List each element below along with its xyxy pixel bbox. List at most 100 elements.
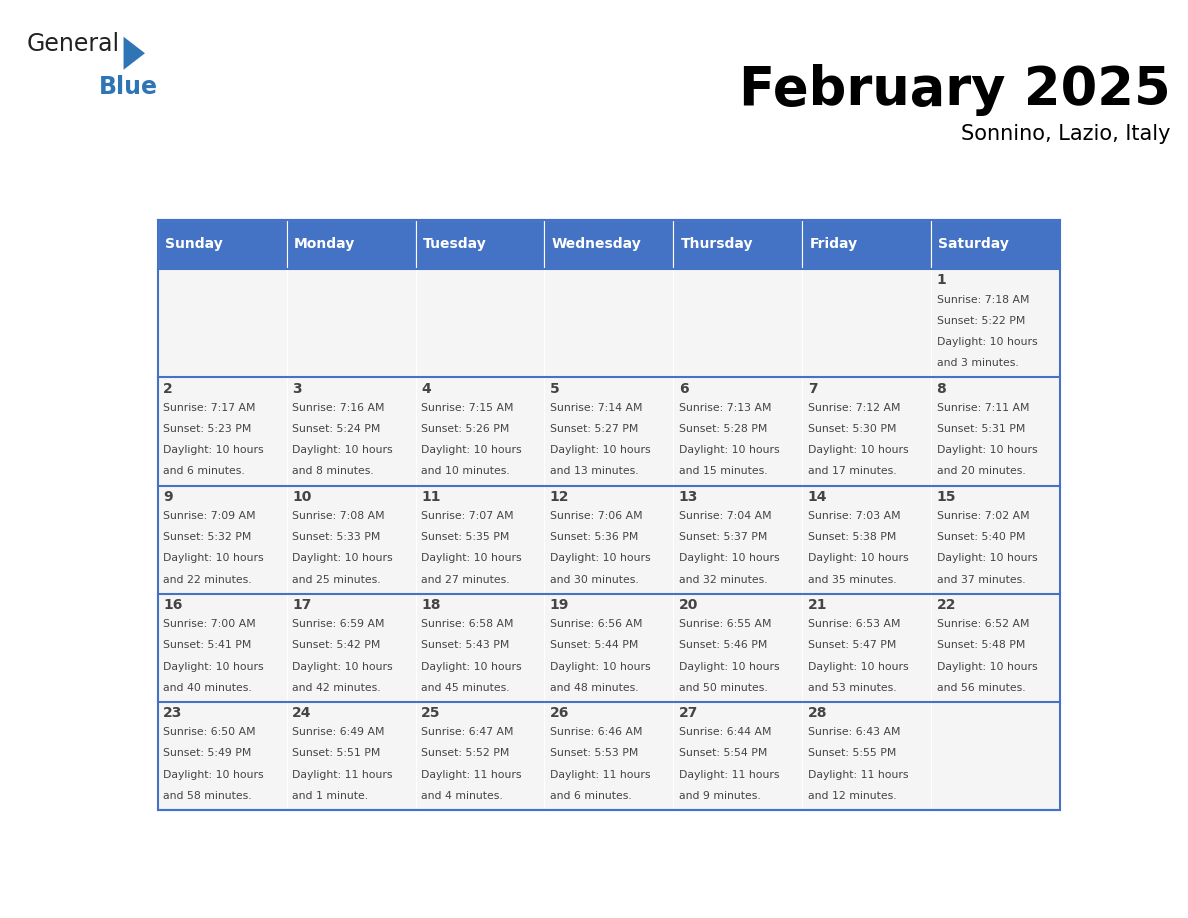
Text: Sunset: 5:36 PM: Sunset: 5:36 PM xyxy=(550,532,638,543)
Text: Daylight: 10 hours: Daylight: 10 hours xyxy=(421,554,522,564)
Text: 14: 14 xyxy=(808,489,827,504)
Bar xyxy=(286,219,416,269)
Text: 27: 27 xyxy=(678,706,699,720)
Text: 11: 11 xyxy=(421,489,441,504)
Bar xyxy=(802,377,931,486)
Text: 22: 22 xyxy=(936,598,956,612)
Bar xyxy=(802,594,931,701)
Text: Sunrise: 6:44 AM: Sunrise: 6:44 AM xyxy=(678,727,771,737)
Text: Daylight: 10 hours: Daylight: 10 hours xyxy=(936,445,1037,455)
Text: Sunset: 5:42 PM: Sunset: 5:42 PM xyxy=(292,640,380,650)
Text: Daylight: 10 hours: Daylight: 10 hours xyxy=(936,662,1037,671)
Text: Sunrise: 6:56 AM: Sunrise: 6:56 AM xyxy=(550,619,643,629)
Text: and 15 minutes.: and 15 minutes. xyxy=(678,466,767,476)
Text: 24: 24 xyxy=(292,706,311,720)
Bar xyxy=(544,377,674,486)
Text: Daylight: 10 hours: Daylight: 10 hours xyxy=(550,554,651,564)
Text: 6: 6 xyxy=(678,382,689,396)
Text: Sunset: 5:23 PM: Sunset: 5:23 PM xyxy=(163,424,252,434)
Text: Monday: Monday xyxy=(293,238,355,252)
Text: 26: 26 xyxy=(550,706,569,720)
Text: and 35 minutes.: and 35 minutes. xyxy=(808,575,897,585)
Text: Sunset: 5:24 PM: Sunset: 5:24 PM xyxy=(292,424,380,434)
Text: 5: 5 xyxy=(550,382,560,396)
Text: Sunrise: 6:47 AM: Sunrise: 6:47 AM xyxy=(421,727,513,737)
Text: and 30 minutes.: and 30 minutes. xyxy=(550,575,639,585)
Text: Sunset: 5:38 PM: Sunset: 5:38 PM xyxy=(808,532,896,543)
Text: and 37 minutes.: and 37 minutes. xyxy=(936,575,1025,585)
Text: Sunrise: 7:07 AM: Sunrise: 7:07 AM xyxy=(421,511,513,521)
Text: Sunrise: 6:46 AM: Sunrise: 6:46 AM xyxy=(550,727,643,737)
Bar xyxy=(674,594,802,701)
Text: and 12 minutes.: and 12 minutes. xyxy=(808,791,897,800)
Bar xyxy=(158,486,286,594)
Text: 4: 4 xyxy=(421,382,431,396)
Text: Sunrise: 6:53 AM: Sunrise: 6:53 AM xyxy=(808,619,901,629)
Text: 9: 9 xyxy=(163,489,173,504)
Text: Sunrise: 7:09 AM: Sunrise: 7:09 AM xyxy=(163,511,255,521)
Text: Daylight: 10 hours: Daylight: 10 hours xyxy=(163,662,264,671)
Text: and 56 minutes.: and 56 minutes. xyxy=(936,683,1025,693)
Text: Sunrise: 6:49 AM: Sunrise: 6:49 AM xyxy=(292,727,385,737)
Text: 25: 25 xyxy=(421,706,441,720)
Text: 23: 23 xyxy=(163,706,183,720)
Bar xyxy=(158,701,286,810)
Text: 17: 17 xyxy=(292,598,311,612)
Text: Sunrise: 7:13 AM: Sunrise: 7:13 AM xyxy=(678,403,771,413)
Bar xyxy=(931,486,1060,594)
Text: Daylight: 11 hours: Daylight: 11 hours xyxy=(421,769,522,779)
Text: 12: 12 xyxy=(550,489,569,504)
Text: Sunset: 5:26 PM: Sunset: 5:26 PM xyxy=(421,424,510,434)
Text: Sunset: 5:43 PM: Sunset: 5:43 PM xyxy=(421,640,510,650)
Text: February 2025: February 2025 xyxy=(739,64,1170,117)
Text: Sunset: 5:33 PM: Sunset: 5:33 PM xyxy=(292,532,380,543)
Bar xyxy=(416,486,544,594)
Text: Daylight: 11 hours: Daylight: 11 hours xyxy=(292,769,392,779)
Text: Sunset: 5:37 PM: Sunset: 5:37 PM xyxy=(678,532,767,543)
Text: Friday: Friday xyxy=(809,238,858,252)
Bar xyxy=(286,701,416,810)
Text: 16: 16 xyxy=(163,598,183,612)
Bar xyxy=(416,219,544,269)
Text: Daylight: 11 hours: Daylight: 11 hours xyxy=(808,769,908,779)
Text: Daylight: 10 hours: Daylight: 10 hours xyxy=(163,445,264,455)
Text: 10: 10 xyxy=(292,489,311,504)
Text: 18: 18 xyxy=(421,598,441,612)
Text: Sunset: 5:44 PM: Sunset: 5:44 PM xyxy=(550,640,638,650)
Text: Daylight: 11 hours: Daylight: 11 hours xyxy=(678,769,779,779)
Bar xyxy=(674,701,802,810)
Text: Sunset: 5:41 PM: Sunset: 5:41 PM xyxy=(163,640,252,650)
Text: 13: 13 xyxy=(678,489,699,504)
Text: Sunrise: 6:52 AM: Sunrise: 6:52 AM xyxy=(936,619,1029,629)
Text: Sunset: 5:27 PM: Sunset: 5:27 PM xyxy=(550,424,638,434)
Text: and 40 minutes.: and 40 minutes. xyxy=(163,683,252,693)
Bar xyxy=(544,486,674,594)
Text: Daylight: 10 hours: Daylight: 10 hours xyxy=(678,445,779,455)
Bar xyxy=(158,377,286,486)
Bar xyxy=(802,269,931,377)
Text: Sunrise: 6:59 AM: Sunrise: 6:59 AM xyxy=(292,619,385,629)
Text: Sunset: 5:40 PM: Sunset: 5:40 PM xyxy=(936,532,1025,543)
Bar xyxy=(931,269,1060,377)
Bar xyxy=(158,594,286,701)
Text: and 17 minutes.: and 17 minutes. xyxy=(808,466,897,476)
Text: and 20 minutes.: and 20 minutes. xyxy=(936,466,1025,476)
Text: Sunrise: 7:08 AM: Sunrise: 7:08 AM xyxy=(292,511,385,521)
Text: and 9 minutes.: and 9 minutes. xyxy=(678,791,760,800)
Text: 20: 20 xyxy=(678,598,699,612)
Text: Wednesday: Wednesday xyxy=(551,238,642,252)
Text: Sunrise: 7:11 AM: Sunrise: 7:11 AM xyxy=(936,403,1029,413)
Text: and 32 minutes.: and 32 minutes. xyxy=(678,575,767,585)
Bar xyxy=(286,377,416,486)
Text: 8: 8 xyxy=(936,382,947,396)
Text: 15: 15 xyxy=(936,489,956,504)
Text: and 13 minutes.: and 13 minutes. xyxy=(550,466,639,476)
Bar xyxy=(158,219,1060,810)
Text: and 6 minutes.: and 6 minutes. xyxy=(550,791,632,800)
Text: Daylight: 10 hours: Daylight: 10 hours xyxy=(421,445,522,455)
Text: Sunset: 5:22 PM: Sunset: 5:22 PM xyxy=(936,316,1025,326)
Bar xyxy=(931,701,1060,810)
Text: Sunset: 5:31 PM: Sunset: 5:31 PM xyxy=(936,424,1025,434)
Text: Sunrise: 6:43 AM: Sunrise: 6:43 AM xyxy=(808,727,901,737)
Text: Sunset: 5:51 PM: Sunset: 5:51 PM xyxy=(292,748,380,758)
